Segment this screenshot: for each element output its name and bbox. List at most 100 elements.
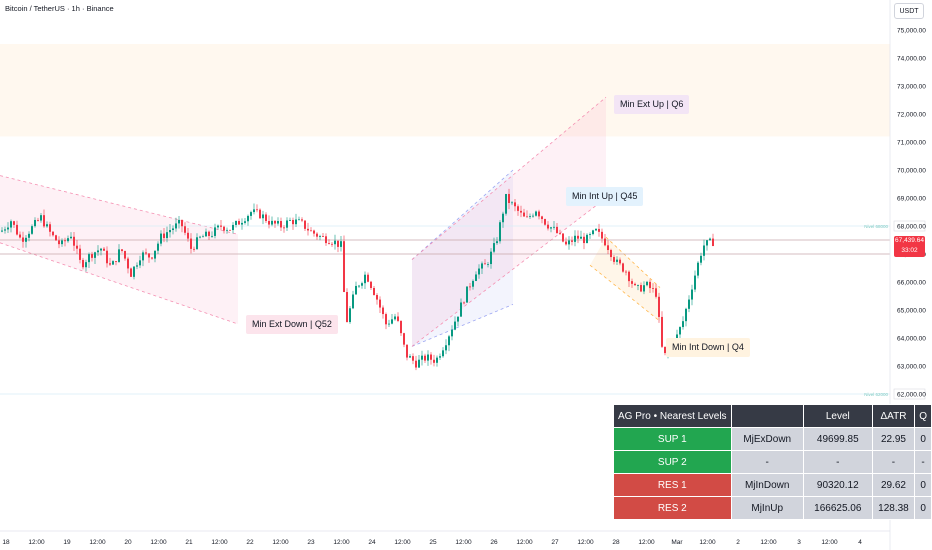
current-price-badge: 67,439.64 33:02	[894, 236, 925, 257]
y-tick-label: 71,000.00	[897, 140, 926, 147]
candle-body	[94, 252, 96, 258]
candle-body	[703, 245, 705, 256]
candle-body	[178, 219, 180, 224]
candle-body	[67, 238, 69, 242]
row-atr: 128.38	[871, 496, 916, 520]
y-tick-label: 72,000.00	[897, 112, 926, 119]
candle-body	[517, 206, 519, 211]
label-min-ext-down[interactable]: Min Ext Down | Q52	[246, 315, 338, 334]
channel-upper-line	[411, 169, 514, 260]
candle-body	[214, 227, 216, 236]
candle-body	[511, 202, 513, 204]
x-tick-label: Mar	[671, 539, 683, 546]
candle-body	[127, 258, 129, 269]
x-tick-label: 12:00	[211, 539, 228, 546]
header-level: Level	[802, 404, 873, 428]
candle-body	[58, 240, 60, 245]
candle-body	[577, 235, 579, 239]
candle-body	[1, 230, 3, 232]
candle-body	[514, 202, 516, 207]
y-tick-label: 75,000.00	[897, 28, 926, 35]
candle-body	[583, 236, 585, 244]
candle-body	[31, 226, 33, 234]
candle-body	[505, 193, 507, 214]
candle-body	[55, 235, 57, 241]
candle-body	[541, 216, 543, 220]
candle-body	[166, 232, 168, 239]
candle-body	[679, 327, 681, 335]
header-atr: ΔATR	[871, 404, 916, 428]
candle-body	[661, 316, 663, 347]
candle-body	[634, 283, 636, 286]
currency-button[interactable]: USDT	[894, 3, 924, 19]
y-tick-label: 69,000.00	[897, 196, 926, 203]
candle-body	[712, 238, 714, 247]
row-q: 0	[914, 496, 932, 520]
candle-body	[637, 285, 639, 286]
label-min-ext-up[interactable]: Min Ext Up | Q6	[614, 95, 690, 114]
candle-body	[253, 209, 255, 213]
candle-body	[292, 219, 294, 225]
channel-upper-line	[0, 175, 239, 235]
x-tick-label: 18	[2, 539, 10, 546]
bar-countdown-text: 33:02	[901, 247, 918, 254]
x-tick-label: 26	[490, 539, 498, 546]
candle-body	[100, 248, 102, 251]
y-tick-label: 73,000.00	[897, 84, 926, 91]
candle-body	[310, 230, 312, 232]
candle-body	[466, 286, 468, 303]
candle-body	[220, 225, 222, 227]
x-tick-label: 21	[185, 539, 193, 546]
x-tick-label: 3	[797, 539, 801, 546]
candle-body	[277, 221, 279, 224]
candle-body	[493, 243, 495, 252]
x-tick-label: 23	[307, 539, 315, 546]
header-type	[730, 404, 804, 428]
candle-body	[202, 236, 204, 238]
header-q: Q	[914, 404, 932, 428]
candle-body	[439, 356, 441, 358]
candle-body	[262, 214, 264, 219]
candle-body	[373, 287, 375, 295]
x-tick-label: 24	[368, 539, 376, 546]
candle-body	[529, 216, 531, 217]
candle-body	[370, 281, 372, 288]
candle-body	[538, 211, 540, 217]
candle-body	[142, 252, 144, 261]
x-tick-label: 12:00	[760, 539, 777, 546]
candle-body	[10, 221, 12, 228]
label-min-int-down[interactable]: Min Int Down | Q4	[666, 338, 750, 357]
candle-body	[325, 236, 327, 244]
candle-body	[151, 257, 153, 259]
candle-body	[445, 345, 447, 351]
candle-body	[343, 241, 345, 293]
candle-body	[655, 288, 657, 297]
candle-body	[409, 356, 411, 358]
candle-body	[691, 289, 693, 300]
candle-body	[298, 219, 300, 221]
row-type: -	[730, 450, 804, 474]
candle-body	[427, 354, 429, 361]
candle-body	[580, 236, 582, 239]
candle-body	[223, 226, 225, 231]
candle-body	[226, 229, 228, 231]
candle-body	[595, 228, 597, 231]
candle-body	[112, 261, 114, 265]
candle-body	[400, 320, 402, 334]
candle-body	[301, 219, 303, 221]
level-tag-text: Nivel 62000	[864, 392, 888, 397]
candle-body	[322, 236, 324, 237]
y-tick-label: 64,000.00	[897, 336, 926, 343]
candle-body	[481, 263, 483, 269]
x-tick-label: 25	[429, 539, 437, 546]
candle-body	[184, 226, 186, 233]
candle-body	[478, 268, 480, 275]
candle-body	[175, 223, 177, 229]
candle-body	[241, 222, 243, 225]
level-tag-text: Nivel 68000	[864, 224, 888, 229]
row-level: 49699.85	[802, 427, 873, 451]
candle-body	[250, 212, 252, 216]
label-min-int-up[interactable]: Min Int Up | Q45	[566, 187, 644, 206]
